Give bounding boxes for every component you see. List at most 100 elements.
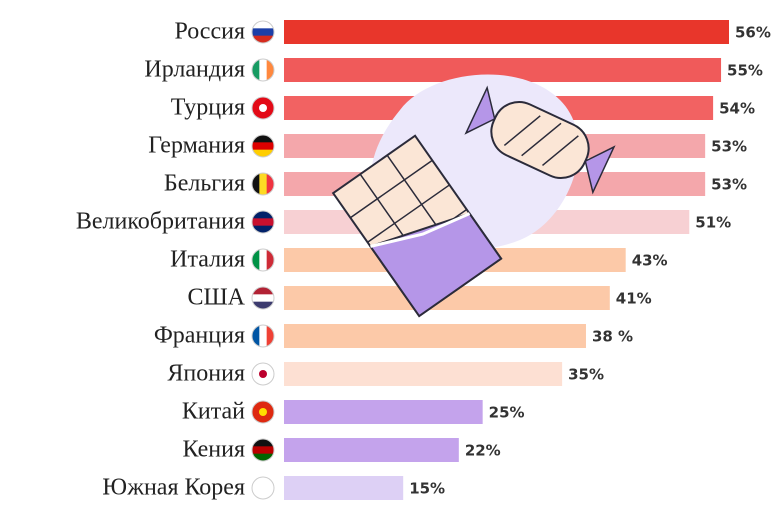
flag-stripe <box>252 21 274 29</box>
flag-stripe <box>252 59 260 81</box>
flag-border <box>251 134 275 158</box>
category-label: Великобритания <box>76 209 245 235</box>
flag <box>251 324 275 348</box>
flag-emblem <box>259 370 267 378</box>
flag-border <box>251 400 275 424</box>
flag <box>251 134 275 158</box>
flag-stripe <box>252 294 274 303</box>
bar <box>284 476 404 500</box>
bar <box>284 362 563 386</box>
flag-border <box>251 286 275 310</box>
flag-border <box>251 476 275 500</box>
flag-stripe <box>259 173 268 195</box>
category-label: Россия <box>174 19 245 45</box>
flag <box>251 400 275 424</box>
value-label: 53% <box>711 138 747 156</box>
flag-stripe <box>266 59 274 81</box>
flag-stripe <box>252 225 274 233</box>
flag-stripe <box>252 325 260 347</box>
category-label: Бельгия <box>164 171 245 197</box>
flag-stripe <box>252 484 274 493</box>
bar <box>284 20 729 44</box>
flag-stripe <box>252 135 274 143</box>
value-label: 35% <box>568 366 604 384</box>
flag-emblem <box>259 408 267 416</box>
category-label: США <box>187 285 245 311</box>
category-label: Италия <box>170 247 245 273</box>
flag-stripe <box>252 439 274 447</box>
category-label: Турция <box>171 95 245 121</box>
bar <box>284 324 586 348</box>
value-label: 43% <box>632 252 668 270</box>
candy <box>464 85 616 195</box>
flag-border <box>251 210 275 234</box>
category-label: Япония <box>167 361 245 387</box>
flag-stripe <box>252 35 274 43</box>
category-label: Южная Корея <box>102 475 245 501</box>
value-label: 41% <box>616 290 652 308</box>
flag-stripe <box>266 173 274 195</box>
flag-border <box>251 438 275 462</box>
flag-stripe <box>252 301 274 309</box>
flag-border <box>251 172 275 196</box>
flag-stripe <box>252 363 274 371</box>
flag-border <box>251 58 275 82</box>
flag-stripe <box>252 28 274 37</box>
flag-border <box>251 248 275 272</box>
bar <box>284 400 483 424</box>
flag-stripe <box>252 453 274 461</box>
flag-border <box>251 324 275 348</box>
category-label: Франция <box>154 323 245 349</box>
flag <box>251 438 275 462</box>
flag <box>251 20 275 44</box>
value-label: 38 % <box>592 328 633 346</box>
flag-stripe <box>252 211 274 219</box>
flag-stripe <box>252 446 274 455</box>
chocolate <box>331 134 503 318</box>
bar <box>284 438 459 462</box>
flag-stripe <box>252 97 274 105</box>
flag-stripe <box>252 149 274 157</box>
value-label: 51% <box>695 214 731 232</box>
flag-stripe <box>252 377 274 385</box>
category-label: Китай <box>182 399 245 425</box>
flag-border <box>251 20 275 44</box>
flag-emblem <box>259 104 267 112</box>
value-label: 56% <box>735 24 771 42</box>
flag-stripe <box>259 325 268 347</box>
flag-stripe <box>259 59 268 81</box>
flag <box>251 58 275 82</box>
illustration <box>331 74 616 318</box>
flag-stripe <box>252 401 274 409</box>
flag-stripe <box>252 415 274 423</box>
flag-stripe <box>252 491 274 499</box>
flag-stripe <box>252 173 260 195</box>
category-label: Германия <box>148 133 245 159</box>
value-label: 22% <box>465 442 501 460</box>
flag <box>251 286 275 310</box>
flag-stripe <box>266 325 274 347</box>
flag-stripe <box>252 249 260 271</box>
flag-stripe <box>259 249 268 271</box>
flag <box>251 362 275 386</box>
flag <box>251 172 275 196</box>
flag-border <box>251 96 275 120</box>
value-label: 53% <box>711 176 747 194</box>
flag <box>251 96 275 120</box>
flag-stripe <box>252 218 274 227</box>
flag-stripe <box>252 477 274 485</box>
value-label: 54% <box>719 100 755 118</box>
category-label: Ирландия <box>144 57 245 83</box>
value-label: 15% <box>409 480 445 498</box>
category-label: Кения <box>183 437 245 463</box>
flag-stripe <box>252 287 274 295</box>
flag <box>251 476 275 500</box>
flag <box>251 248 275 272</box>
value-label: 55% <box>727 62 763 80</box>
flag-border <box>251 362 275 386</box>
flag-stripe <box>266 249 274 271</box>
flag-stripe <box>252 111 274 119</box>
value-label: 25% <box>489 404 525 422</box>
flag-stripe <box>252 142 274 151</box>
